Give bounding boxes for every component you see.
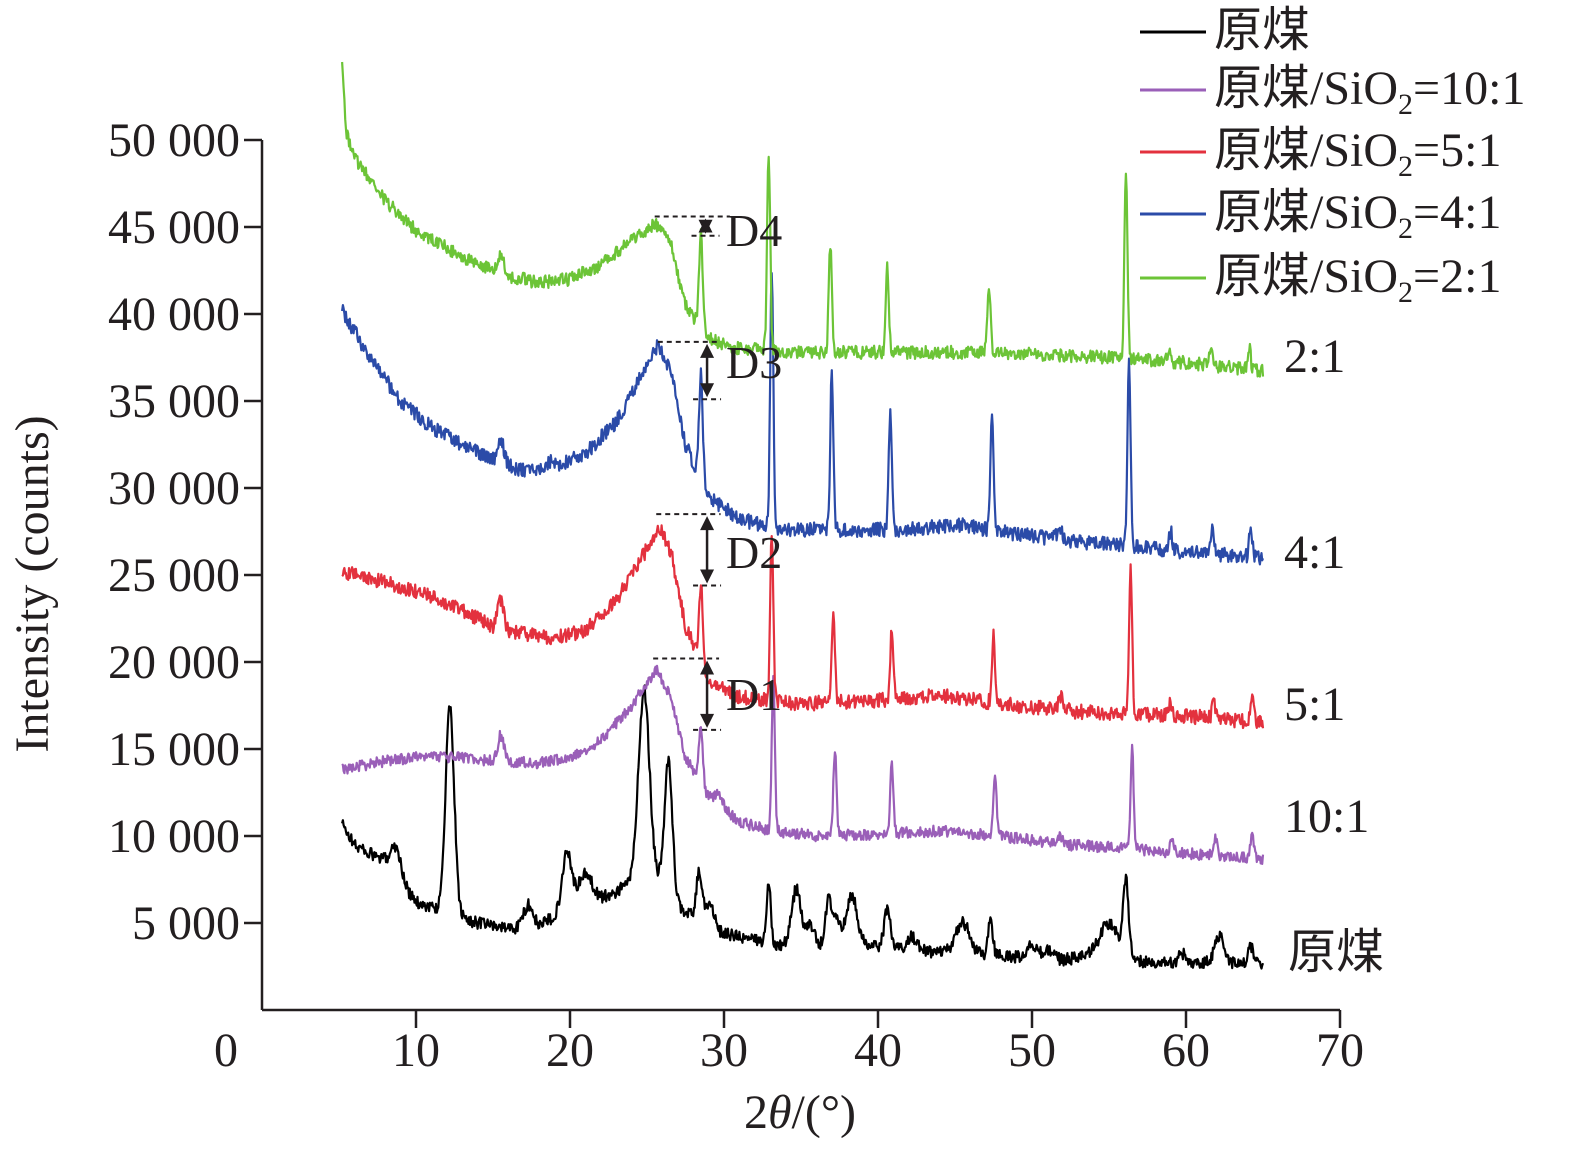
- legend-label: 原煤/SiO2=4:1: [1214, 186, 1501, 245]
- annotation-arrowhead: [700, 343, 715, 358]
- y-tick-label: 40 000: [108, 288, 240, 341]
- legend-text-part: =10:1: [1413, 62, 1525, 115]
- curve-labels-layer: 原煤 10:1 5:1 4:1 2:1: [1284, 330, 1384, 979]
- series-line-3: [341, 272, 1265, 566]
- legend-label: 原煤/SiO2=5:1: [1214, 124, 1501, 183]
- y-tick-label: 50 000: [108, 114, 240, 167]
- annotation-arrowhead: [700, 516, 715, 531]
- axes-layer: 0 5 000 10 000 15 000 20 000 25 000 30 000 35 0…: [108, 114, 1364, 1077]
- series-line-0: [341, 684, 1265, 970]
- annotation-arrowhead: [700, 383, 715, 398]
- x-tick-label: 30: [700, 1024, 748, 1077]
- x-tick-label: 10: [392, 1024, 440, 1077]
- legend-text-part: 原煤/SiO: [1214, 124, 1398, 177]
- legend-label: 原煤/SiO2=10:1: [1214, 62, 1525, 121]
- y-tick-label: 20 000: [108, 636, 240, 689]
- legend-text-part: 原煤: [1214, 4, 1310, 57]
- curve-end-label: 5:1: [1284, 678, 1345, 731]
- y-tick-label: 30 000: [108, 462, 240, 515]
- annotation-label: D2: [726, 527, 782, 578]
- y-tick-label: 10 000: [108, 810, 240, 863]
- y-tick-label: 25 000: [108, 549, 240, 602]
- y-tick-label: 35 000: [108, 375, 240, 428]
- curve-end-label: 原煤: [1288, 926, 1384, 979]
- series-line-2: [341, 524, 1265, 730]
- annotation-arrowhead: [700, 569, 715, 584]
- legend-text-part: =4:1: [1413, 186, 1501, 239]
- legend-subscript: 2: [1398, 88, 1413, 121]
- x-tick-label: 50: [1008, 1024, 1056, 1077]
- annotation-arrowhead: [700, 713, 715, 728]
- curve-end-label: 2:1: [1284, 330, 1345, 383]
- series-line-4: [341, 61, 1265, 378]
- x-tick-label: 60: [1162, 1024, 1210, 1077]
- x-tick-label: 40: [854, 1024, 902, 1077]
- x-axis-title: 2θ/(°): [744, 1086, 856, 1139]
- legend-text-part: 原煤/SiO: [1214, 62, 1398, 115]
- x-tick-label: 20: [546, 1024, 594, 1077]
- legend-text-part: =5:1: [1413, 124, 1501, 177]
- legend-subscript: 2: [1398, 150, 1413, 183]
- y-tick-label: 45 000: [108, 201, 240, 254]
- legend-text-part: =2:1: [1413, 250, 1501, 303]
- annotations-layer: D1 D2 D3 D4: [653, 205, 782, 731]
- y-tick-label: 0: [214, 1024, 238, 1077]
- legend-subscript: 2: [1398, 276, 1413, 309]
- legend-label: 原煤: [1214, 4, 1310, 57]
- annotation-label: D4: [726, 205, 782, 256]
- legend: 原煤原煤/SiO2=10:1原煤/SiO2=5:1原煤/SiO2=4:1原煤/S…: [1140, 4, 1525, 309]
- curve-end-label: 10:1: [1284, 790, 1369, 843]
- legend-text-part: 原煤/SiO: [1214, 250, 1398, 303]
- curve-end-label: 4:1: [1284, 526, 1345, 579]
- annotation-label: D1: [726, 669, 782, 720]
- y-axis-title: Intensity (counts): [6, 415, 59, 752]
- legend-label: 原煤/SiO2=2:1: [1214, 250, 1501, 309]
- annotation-arrowhead: [700, 660, 715, 675]
- legend-subscript: 2: [1398, 212, 1413, 245]
- y-tick-label: 5 000: [132, 897, 240, 950]
- annotation-arrowhead: [698, 219, 713, 234]
- legend-text-part: 原煤/SiO: [1214, 186, 1398, 239]
- x-tick-label: 70: [1316, 1024, 1364, 1077]
- annotation-label: D3: [726, 337, 782, 388]
- curves-layer: [341, 61, 1265, 970]
- y-tick-label: 15 000: [108, 723, 240, 776]
- series-line-1: [341, 664, 1265, 866]
